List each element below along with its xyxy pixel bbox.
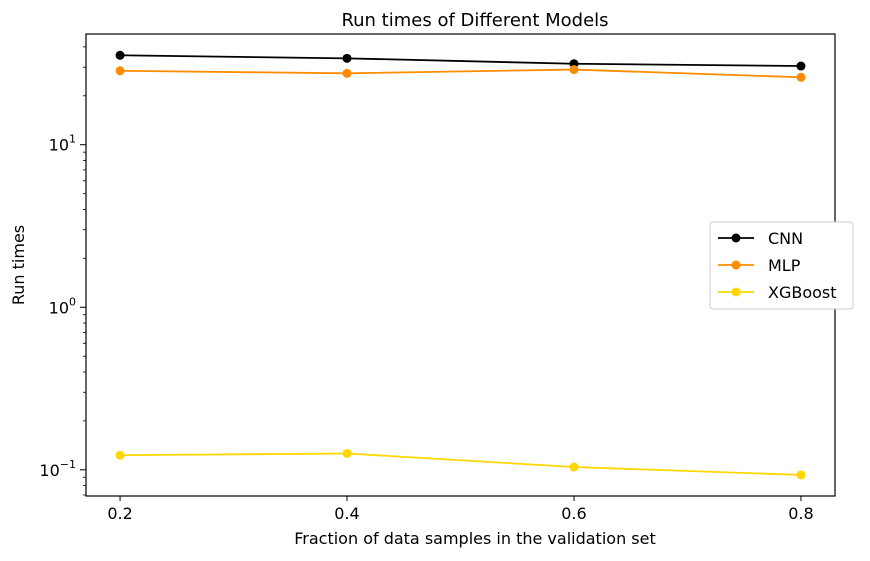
y-tick-exponent: 0 xyxy=(69,295,76,308)
data-point-cnn xyxy=(342,53,352,63)
series-line-mlp xyxy=(120,68,801,79)
data-point-mlp xyxy=(796,72,806,82)
series-line-cnn xyxy=(120,54,801,67)
data-point-xgboost xyxy=(342,448,352,458)
x-axis-label: Fraction of data samples in the validati… xyxy=(294,529,656,548)
legend-marker xyxy=(731,233,741,243)
y-tick-label: 10−1 xyxy=(39,458,76,480)
y-tick-exponent: 1 xyxy=(69,133,76,146)
y-tick-label: 101 xyxy=(49,133,76,155)
legend-label: XGBoost xyxy=(768,283,837,302)
legend-box xyxy=(709,221,854,310)
legend-marker xyxy=(731,287,741,297)
data-point-cnn xyxy=(115,50,125,60)
y-tick-base: 10 xyxy=(49,136,69,155)
data-point-cnn xyxy=(796,61,806,71)
chart-title: Run times of Different Models xyxy=(341,10,608,31)
legend: CNN MLP XGBoost xyxy=(709,221,854,310)
y-axis-label: Run times xyxy=(9,225,28,305)
legend-label: MLP xyxy=(768,256,801,275)
x-tick-label: 0.6 xyxy=(561,504,586,523)
data-point-xgboost xyxy=(569,462,579,472)
data-point-mlp xyxy=(342,68,352,78)
y-tick-base: 10 xyxy=(49,298,69,317)
data-point-mlp xyxy=(115,66,125,76)
series-line-xgboost xyxy=(120,452,801,476)
x-tick-label: 0.2 xyxy=(107,504,132,523)
data-point-mlp xyxy=(569,65,579,75)
legend-label: CNN xyxy=(768,229,803,248)
y-tick-base: 10 xyxy=(39,461,59,480)
x-tick-label: 0.8 xyxy=(788,504,813,523)
y-tick-label: 100 xyxy=(49,295,76,317)
legend-marker xyxy=(731,260,741,270)
data-point-xgboost xyxy=(115,450,125,460)
data-point-xgboost xyxy=(796,470,806,480)
y-tick-exponent: −1 xyxy=(60,458,76,471)
x-tick-label: 0.4 xyxy=(334,504,359,523)
